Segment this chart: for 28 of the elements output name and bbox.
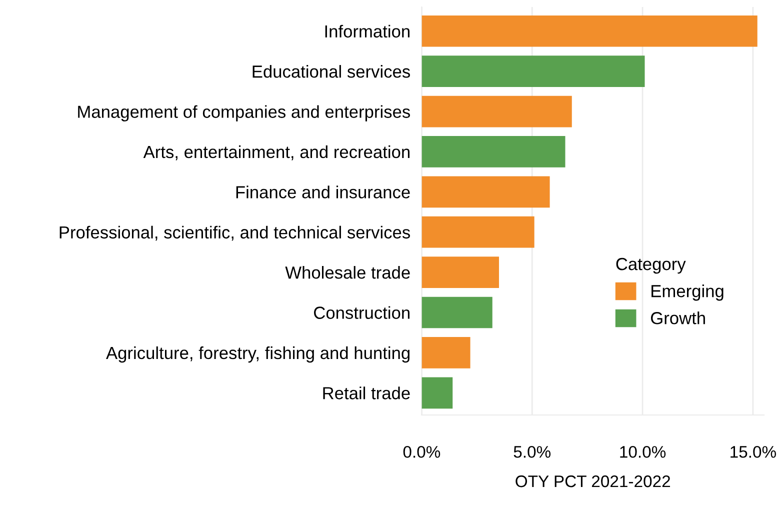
y-tick-label: Professional, scientific, and technical services (60, 226, 410, 241)
bar (422, 15, 758, 47)
x-tick-label: 10.0% (620, 446, 666, 458)
legend-label: Growth (650, 312, 705, 324)
x-tick-label: 0.0% (403, 446, 440, 458)
y-tick-label: Agriculture, forestry, fishing and hunting (106, 346, 410, 363)
bar (422, 96, 572, 128)
y-tick-label: Construction (314, 306, 410, 319)
bar (422, 56, 645, 87)
bar (422, 296, 492, 328)
legend-title: Category (616, 258, 686, 274)
y-tick-label: Educational services (252, 65, 410, 78)
y-tick-label: Management of companies and enterprises (78, 105, 410, 122)
y-tick-label: Retail trade (323, 386, 410, 400)
bar (422, 256, 499, 288)
y-tick-label: Wholesale trade (285, 266, 410, 279)
y-tick-label: Finance and insurance (236, 186, 410, 198)
bar (422, 136, 566, 168)
bar (422, 176, 550, 208)
x-tick-label: 15.0% (730, 446, 776, 458)
bar (422, 216, 534, 248)
bar (422, 337, 470, 368)
y-tick-label: Information (325, 24, 410, 38)
legend-label: Emerging (652, 284, 724, 301)
x-tick-label: 5.0% (514, 446, 551, 458)
x-axis-title: OTY PCT 2021-2022 (516, 475, 670, 488)
bar (422, 377, 453, 409)
y-tick-label: Arts, entertainment, and recreation (143, 145, 410, 160)
